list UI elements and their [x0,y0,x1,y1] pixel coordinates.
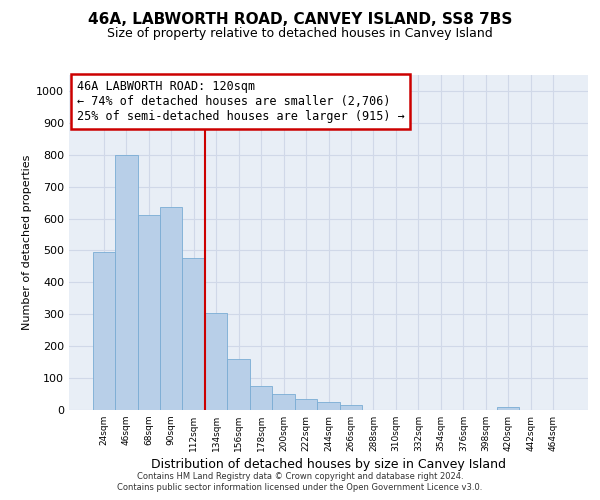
Bar [160,208,182,410]
Bar [137,216,160,410]
Bar [317,402,340,410]
Bar [295,399,317,410]
Bar [340,405,362,410]
Bar [205,312,227,410]
Bar [272,394,295,410]
Text: 46A LABWORTH ROAD: 120sqm
← 74% of detached houses are smaller (2,706)
25% of se: 46A LABWORTH ROAD: 120sqm ← 74% of detac… [77,80,404,123]
Bar [497,408,520,410]
Text: Contains public sector information licensed under the Open Government Licence v3: Contains public sector information licen… [118,484,482,492]
Bar [182,258,205,410]
Text: Size of property relative to detached houses in Canvey Island: Size of property relative to detached ho… [107,28,493,40]
Text: Contains HM Land Registry data © Crown copyright and database right 2024.: Contains HM Land Registry data © Crown c… [137,472,463,481]
X-axis label: Distribution of detached houses by size in Canvey Island: Distribution of detached houses by size … [151,458,506,471]
Text: 46A, LABWORTH ROAD, CANVEY ISLAND, SS8 7BS: 46A, LABWORTH ROAD, CANVEY ISLAND, SS8 7… [88,12,512,28]
Bar [115,155,137,410]
Bar [92,252,115,410]
Bar [227,359,250,410]
Y-axis label: Number of detached properties: Number of detached properties [22,155,32,330]
Bar [250,386,272,410]
